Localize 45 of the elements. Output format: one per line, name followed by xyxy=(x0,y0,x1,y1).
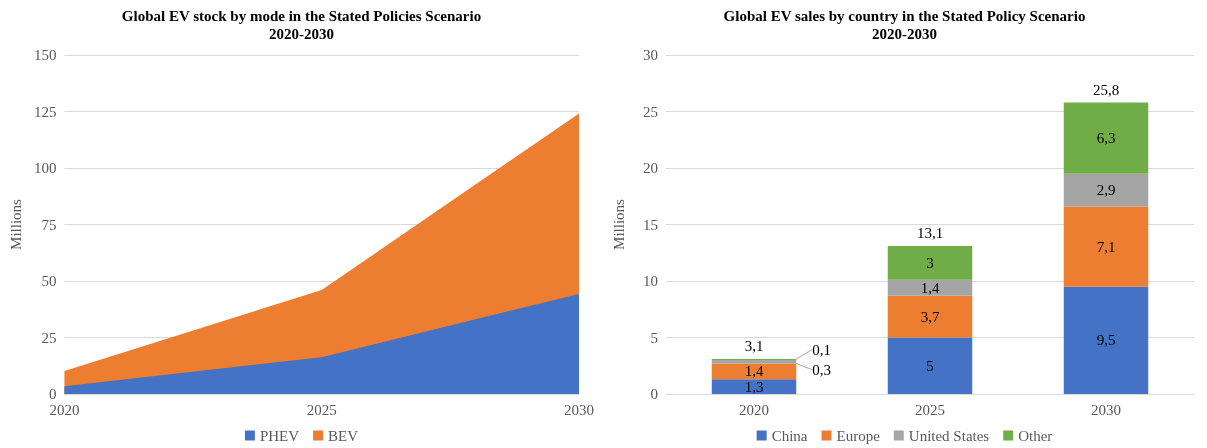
total-label: 3,1 xyxy=(744,338,764,355)
y-tick-label: 0 xyxy=(650,386,658,402)
data-label: 9,5 xyxy=(1096,332,1116,349)
y-tick-label: 150 xyxy=(33,47,57,63)
y-tick-label: 25 xyxy=(643,103,658,120)
legend-label: China xyxy=(771,427,808,444)
data-label: 1,4 xyxy=(744,363,764,380)
legend-label: Europe xyxy=(836,427,881,444)
x-tick-label: 2025 xyxy=(915,401,945,418)
data-label: 2,9 xyxy=(1096,182,1116,199)
y-tick-label: 25 xyxy=(41,329,57,346)
data-label: 3,7 xyxy=(920,308,940,325)
y-tick-label: 30 xyxy=(643,47,658,63)
legend-label: Other xyxy=(1018,427,1053,444)
y-tick-label: 5 xyxy=(650,329,658,346)
x-tick-label: 2030 xyxy=(564,401,594,418)
y-tick-label: 100 xyxy=(33,160,57,176)
data-label: 6,3 xyxy=(1096,130,1116,147)
chart-title: Global EV stock by mode in the Stated Policies Scenario 2020-2030 xyxy=(121,8,482,42)
data-label: 0,3 xyxy=(812,361,831,378)
x-tick-label: 2025 xyxy=(306,401,337,418)
data-label: 1,3 xyxy=(744,378,764,395)
data-label: 7,1 xyxy=(1096,238,1116,255)
y-tick-label: 15 xyxy=(643,216,658,233)
total-label: 13,1 xyxy=(916,225,944,242)
legend-label: BEV xyxy=(328,427,359,444)
data-label: 5 xyxy=(926,357,934,374)
x-tick-label: 2020 xyxy=(739,401,769,418)
y-tick-label: 50 xyxy=(41,273,57,289)
x-tick-label: 2030 xyxy=(1091,401,1121,418)
y-tick-label: 20 xyxy=(643,160,658,176)
chart-title: Global EV sales by country in the Stated Policy Scenario 2020-2030 xyxy=(723,8,1086,42)
total-label: 25,8 xyxy=(1092,81,1120,98)
y-axis-title: Millions xyxy=(610,198,627,250)
y-tick-label: 0 xyxy=(48,386,57,402)
y-tick-label: 10 xyxy=(643,273,658,289)
data-label: 1,4 xyxy=(920,279,940,296)
data-label: 3 xyxy=(926,254,934,271)
legend-label: PHEV xyxy=(259,427,300,444)
legend-label: United States xyxy=(908,427,990,444)
x-tick-label: 2020 xyxy=(49,401,80,418)
y-tick-label: 125 xyxy=(33,103,57,120)
y-axis-title: Millions xyxy=(7,198,24,250)
data-label: 0,1 xyxy=(812,341,831,358)
y-tick-label: 75 xyxy=(41,216,57,233)
